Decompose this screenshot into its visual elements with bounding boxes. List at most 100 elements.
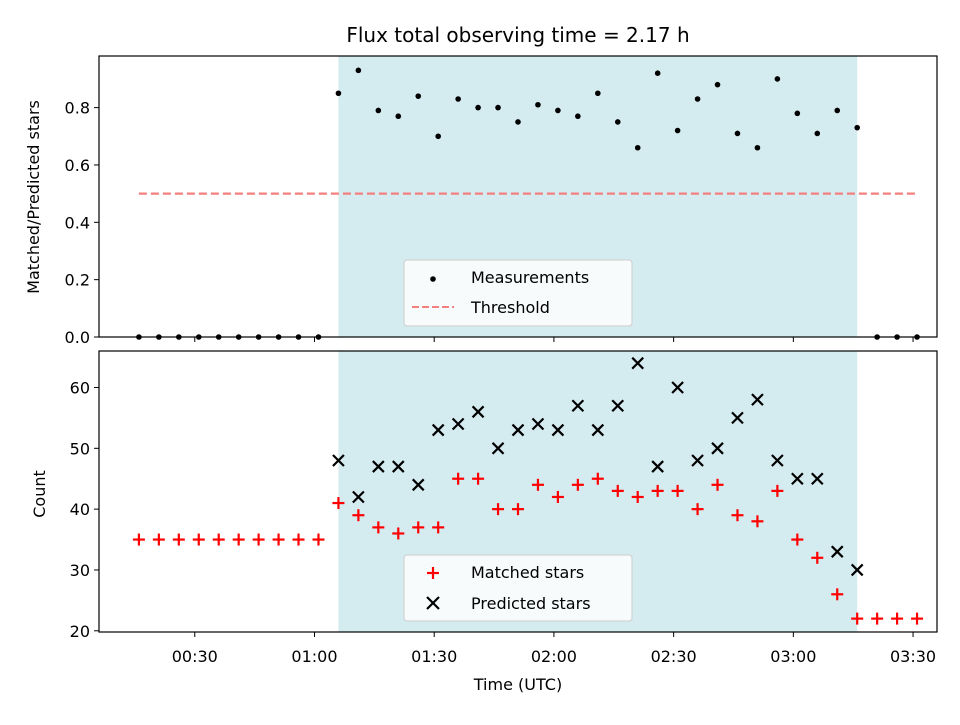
matched-star-point: [512, 503, 524, 516]
legend-measurements-marker: [430, 276, 436, 282]
top-legend-box: [403, 259, 633, 327]
y-tick-label: 40: [70, 500, 90, 519]
measurement-point: [535, 101, 541, 108]
matched-star-point: [731, 509, 744, 522]
legend-threshold-label: Threshold: [470, 298, 550, 317]
x-tick-label: 02:30: [651, 647, 697, 666]
predicted-star-point: [531, 417, 545, 431]
measurement-point: [674, 127, 681, 134]
measurement-point: [335, 90, 342, 97]
measurement-point: [435, 133, 441, 140]
measurement-point: [734, 130, 741, 137]
matched-star-point: [432, 521, 445, 534]
matched-star-point: [851, 612, 864, 625]
matched-star-point: [771, 484, 784, 497]
x-tick-label: 03:30: [890, 647, 936, 666]
x-tick-label: 00:30: [172, 647, 218, 666]
predicted-star-point: [830, 545, 844, 558]
x-tick-label: 03:00: [770, 647, 816, 666]
predicted-star-point: [511, 423, 525, 437]
legend-predicted-label: Predicted stars: [471, 594, 591, 613]
predicted-star-point: [691, 454, 704, 467]
measurement-point: [555, 107, 561, 114]
chart-title: Flux total observing time = 2.17 h: [346, 23, 689, 47]
y-tick-label: 30: [70, 561, 90, 580]
y-tick-label: 0.4: [65, 213, 90, 232]
legend-measurements-label: Measurements: [471, 268, 589, 287]
matched-star-point: [452, 472, 465, 485]
matched-star-point: [412, 521, 425, 534]
predicted-star-point: [392, 460, 405, 473]
predicted-star-point: [811, 472, 824, 486]
bottom-y-axis-label: Count: [30, 470, 49, 518]
predicted-star-point: [771, 454, 784, 467]
measurement-point: [814, 130, 821, 137]
predicted-star-point: [711, 442, 724, 455]
matched-star-point: [332, 497, 345, 510]
measurement-point: [654, 70, 661, 77]
matched-star-point: [631, 490, 644, 503]
measurement-point: [475, 104, 481, 111]
predicted-star-point: [731, 411, 744, 425]
legend-matched-marker: [427, 567, 439, 579]
matched-star-point: [172, 533, 185, 546]
y-tick-label: 60: [70, 378, 90, 397]
matched-star-point: [911, 612, 924, 625]
predicted-star-point: [591, 423, 605, 437]
matched-star-point: [292, 533, 305, 546]
predicted-star-point: [791, 472, 804, 486]
matched-star-point: [352, 509, 365, 522]
measurement-point: [754, 144, 761, 151]
measurement-point: [634, 144, 641, 151]
measurement-point: [714, 81, 721, 88]
measurement-point: [595, 90, 601, 97]
predicted-star-point: [431, 423, 445, 437]
matched-star-point: [751, 515, 764, 528]
top-y-ticks: 0.0 0.2 0.4 0.6 0.8: [65, 99, 99, 347]
predicted-star-point: [471, 405, 485, 419]
bottom-legend: Matched stars Predicted stars: [403, 554, 633, 622]
measurement-point: [515, 119, 521, 125]
measurement-point: [395, 113, 402, 120]
matched-star-point: [132, 533, 145, 546]
matched-star-point: [811, 551, 824, 564]
bottom-x-ticks: 00:30 01:00 01:30 02:00 02:30 03:00 03:30: [172, 632, 936, 666]
matched-star-point: [212, 533, 225, 546]
matched-star-point: [651, 484, 664, 497]
predicted-star-point: [671, 381, 684, 394]
measurement-point: [415, 93, 422, 99]
top-y-axis-label: Matched/Predicted stars: [24, 100, 43, 294]
matched-star-point: [871, 612, 884, 625]
top-x-ticks: [194, 337, 914, 342]
matched-star-point: [691, 503, 704, 516]
y-tick-label: 0.2: [65, 271, 90, 290]
matched-star-point: [152, 533, 165, 546]
matched-star-point: [272, 533, 285, 546]
measurement-points: [136, 67, 920, 340]
predicted-star-point: [372, 460, 385, 473]
measurement-point: [854, 124, 860, 131]
predicted-star-point: [491, 442, 505, 455]
bottom-axes-frame: [98, 350, 938, 633]
x-tick-label: 01:30: [411, 647, 457, 666]
y-tick-label: 0.0: [65, 328, 90, 347]
y-tick-label: 0.8: [65, 99, 90, 118]
top-axes-frame: [98, 55, 938, 338]
matched-star-point: [551, 490, 564, 503]
predicted-star-point: [332, 454, 345, 467]
y-tick-label: 0.6: [65, 156, 90, 175]
measurement-point: [575, 113, 581, 120]
matched-star-point: [891, 612, 904, 625]
measurement-point: [614, 119, 621, 125]
matched-star-point: [372, 521, 385, 534]
bottom-y-ticks: 20 30 40 50 60: [70, 378, 99, 641]
predicted-star-point: [451, 417, 465, 431]
measurement-point: [455, 96, 461, 102]
matched-stars-points: [132, 472, 924, 625]
measurement-point: [694, 96, 701, 102]
predicted-star-point: [631, 356, 644, 370]
matched-star-point: [831, 588, 844, 601]
matched-star-point: [791, 533, 804, 546]
predicted-star-point: [850, 563, 864, 577]
y-tick-label: 20: [70, 622, 90, 641]
